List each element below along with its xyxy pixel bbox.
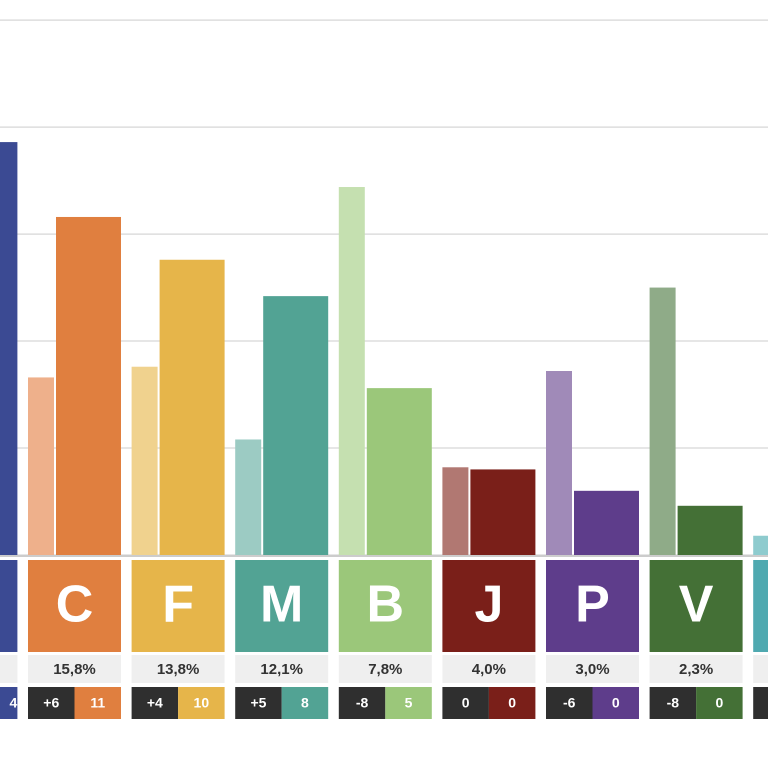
previous-bar xyxy=(235,439,262,555)
seats-box xyxy=(281,687,329,719)
seats: 11 xyxy=(90,695,105,711)
party-box xyxy=(131,560,225,652)
value-label: 3,0% xyxy=(575,661,609,678)
party-letter: V xyxy=(679,576,714,634)
previous-bar xyxy=(546,371,572,555)
party-letter: M xyxy=(260,576,303,634)
party-letter: P xyxy=(575,576,610,634)
party-letter: B xyxy=(367,576,405,634)
previous-bar xyxy=(442,467,469,555)
value-label: 4,0% xyxy=(472,661,506,678)
seats-box xyxy=(592,687,639,719)
current-bar xyxy=(677,505,743,555)
value-label: 7,8% xyxy=(368,661,402,678)
change-box xyxy=(753,687,768,719)
previous-bar xyxy=(338,187,365,555)
change-box xyxy=(649,687,697,719)
percent-row xyxy=(235,655,329,683)
party-box xyxy=(649,560,743,652)
seats: 4 xyxy=(10,695,18,711)
value-label: 12,1% xyxy=(260,661,303,678)
percent-row xyxy=(649,655,743,683)
seats-box xyxy=(696,687,743,719)
seat-change: +6 xyxy=(43,695,59,711)
seat-change: -6 xyxy=(563,695,576,711)
previous-bar xyxy=(131,366,158,555)
party-box xyxy=(338,560,432,652)
seats-box xyxy=(488,687,536,719)
party-box xyxy=(753,560,768,652)
seat-change: +5 xyxy=(250,695,266,711)
seat-change: -8 xyxy=(667,695,680,711)
previous-bar xyxy=(28,377,54,555)
seats-box xyxy=(385,687,432,719)
seat-change: 0 xyxy=(462,695,470,711)
current-bar xyxy=(263,296,329,555)
current-bar xyxy=(56,216,121,555)
party-box xyxy=(546,560,639,652)
party-box xyxy=(0,560,18,652)
current-bar xyxy=(366,388,432,555)
change-box xyxy=(442,687,489,719)
percent-row xyxy=(0,655,18,683)
seats-box xyxy=(0,687,18,719)
party-box xyxy=(28,560,121,652)
party-letter: F xyxy=(162,576,194,634)
value-label: 2,3% xyxy=(679,661,713,678)
seat-change: -8 xyxy=(356,695,369,711)
percent-row xyxy=(546,655,639,683)
current-bar xyxy=(470,469,536,555)
seats-box xyxy=(74,687,121,719)
seats: 0 xyxy=(508,695,516,711)
value-label: 15,8% xyxy=(53,661,96,678)
change-box xyxy=(546,687,593,719)
value-label: 13,8% xyxy=(157,661,200,678)
current-bar xyxy=(0,142,18,555)
seat-change: +4 xyxy=(147,695,163,711)
percent-row xyxy=(28,655,121,683)
percent-row xyxy=(442,655,536,683)
seats: 8 xyxy=(301,695,309,711)
percent-row xyxy=(338,655,432,683)
party-letter: J xyxy=(474,576,503,634)
change-box xyxy=(131,687,179,719)
party-letter: C xyxy=(56,576,94,634)
seats: 5 xyxy=(405,695,413,711)
seats: 0 xyxy=(715,695,723,711)
previous-bar xyxy=(753,535,768,555)
change-box xyxy=(338,687,386,719)
change-box xyxy=(28,687,75,719)
current-bar xyxy=(574,490,639,555)
percent-row xyxy=(753,655,768,683)
party-box xyxy=(235,560,329,652)
seats: 10 xyxy=(194,695,210,711)
seats-box xyxy=(178,687,225,719)
seats: 0 xyxy=(612,695,620,711)
previous-bar xyxy=(649,287,676,555)
percent-row xyxy=(131,655,225,683)
party-box xyxy=(442,560,536,652)
current-bar xyxy=(159,259,225,555)
change-box xyxy=(235,687,282,719)
